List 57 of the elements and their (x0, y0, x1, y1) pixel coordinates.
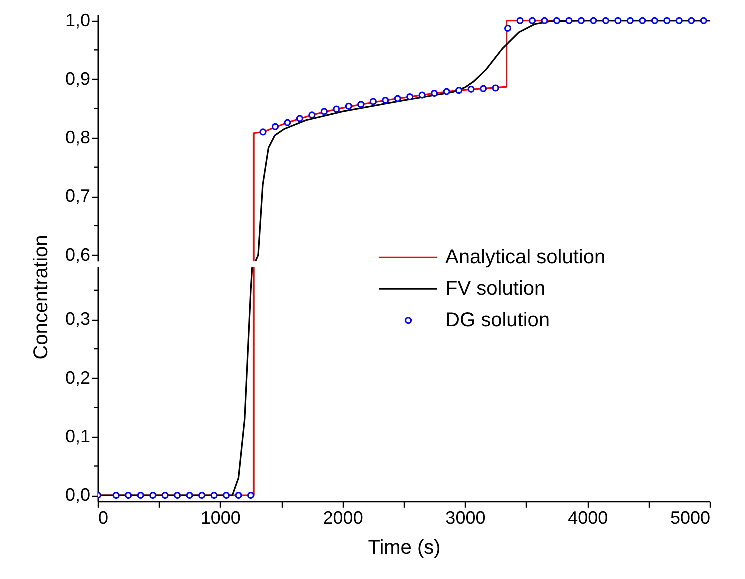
y-tick-label: 0,7 (65, 186, 90, 206)
point (566, 17, 573, 24)
y-tick-label: 0,9 (65, 68, 90, 89)
point (516, 17, 524, 24)
point (468, 86, 475, 93)
point (688, 17, 696, 24)
x-tick-label: 4000 (568, 508, 608, 528)
y-tick-label: 0,2 (65, 368, 90, 388)
point (320, 108, 328, 116)
point (492, 84, 500, 92)
point (284, 119, 292, 126)
point (651, 17, 658, 24)
point (382, 97, 390, 104)
legend-label: DG solution (446, 310, 550, 332)
point (443, 88, 450, 96)
point (614, 17, 622, 24)
x-tick-label: 3000 (446, 508, 486, 528)
point (418, 92, 426, 99)
point (296, 115, 304, 122)
point (504, 24, 512, 32)
point (639, 17, 646, 24)
point (431, 90, 438, 98)
x-tick-label: 2000 (323, 508, 364, 528)
x-tick-label: 5000 (670, 508, 710, 528)
y-tick-label: 0,3 (65, 309, 90, 330)
y-tick-label: 0,1 (65, 426, 90, 446)
point (664, 17, 671, 24)
y-tick-label: 1,0 (65, 10, 90, 30)
y-tick-label: 0,8 (65, 128, 90, 148)
point (333, 106, 340, 113)
x-tick-label: 0 (98, 508, 109, 528)
point (578, 17, 586, 24)
point (480, 85, 488, 92)
point (358, 101, 365, 108)
point (345, 102, 352, 110)
point (272, 123, 280, 130)
point (370, 98, 377, 106)
x-tick-label: 1000 (200, 508, 241, 528)
point (456, 87, 463, 94)
legend-label: FV solution (446, 278, 546, 300)
point (260, 128, 267, 136)
legend-label: Analytical solution (446, 246, 606, 269)
point (528, 17, 536, 24)
y-tick-label: 0,6 (65, 244, 90, 265)
point (626, 17, 634, 24)
point (700, 17, 708, 24)
point (602, 17, 610, 24)
point (308, 112, 316, 119)
point (394, 95, 402, 102)
point (553, 17, 561, 24)
x-axis-title: Time (s) (368, 536, 441, 559)
point (590, 17, 598, 24)
y-tick-label: 0,0 (65, 485, 90, 506)
point (406, 94, 414, 101)
point (541, 17, 548, 24)
y-axis-title: Concentration (30, 235, 52, 360)
point (676, 17, 683, 24)
